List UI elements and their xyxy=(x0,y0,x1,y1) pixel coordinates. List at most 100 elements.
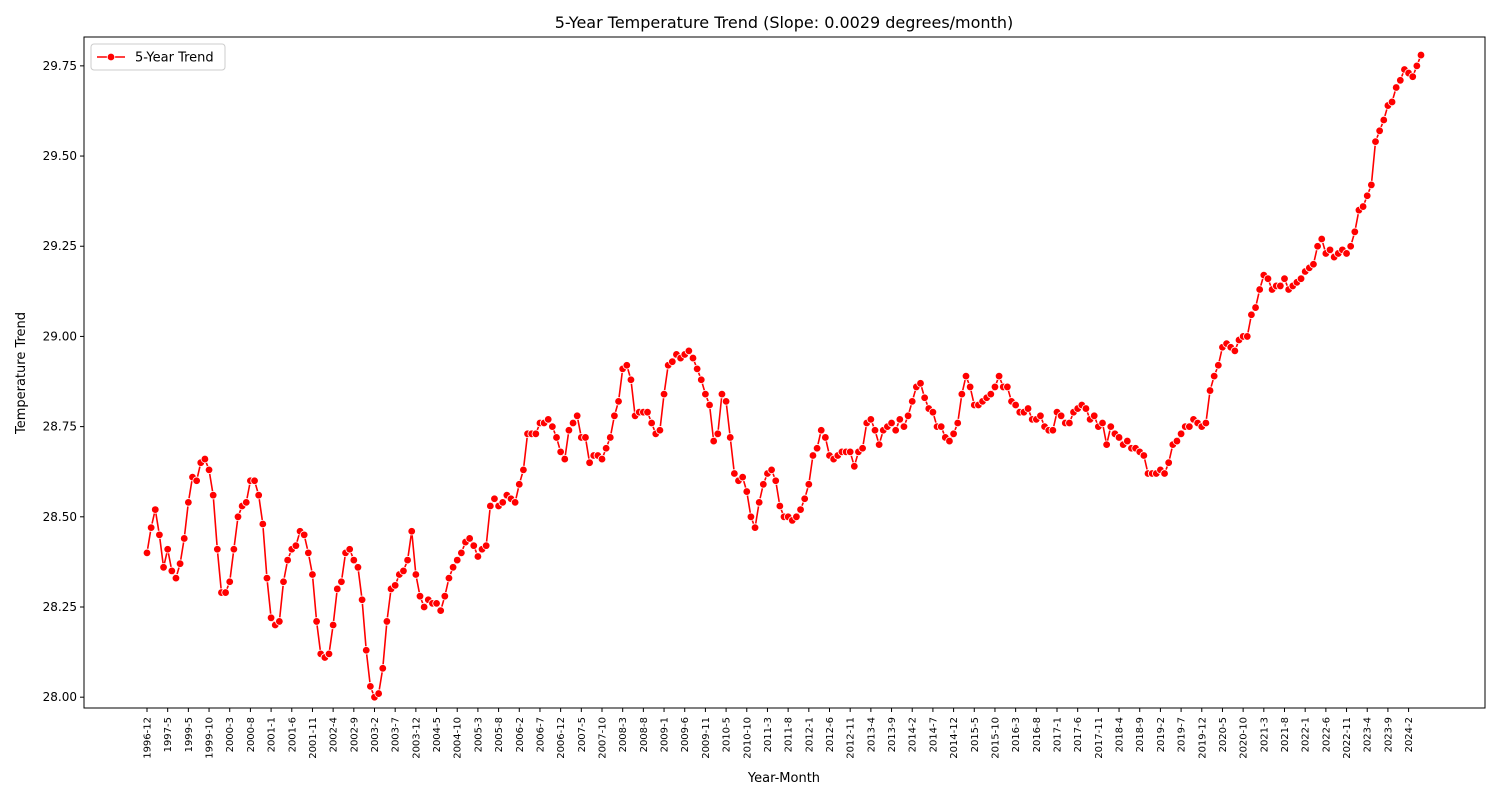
data-point xyxy=(142,548,152,558)
data-point xyxy=(1416,50,1426,60)
data-point xyxy=(771,476,780,485)
data-point xyxy=(1214,361,1223,370)
y-axis-label: Temperature Trend xyxy=(14,312,29,435)
data-point xyxy=(552,433,561,442)
x-tick-label: 2004-10 xyxy=(453,717,464,759)
x-tick-label: 2005-3 xyxy=(473,717,484,752)
data-point xyxy=(936,422,946,431)
x-tick-label: 2001-1 xyxy=(267,717,278,752)
data-point xyxy=(750,523,760,532)
data-point xyxy=(606,433,615,442)
data-point xyxy=(622,361,632,370)
data-point xyxy=(349,555,359,565)
data-point xyxy=(1309,260,1318,269)
data-point xyxy=(1090,411,1099,420)
data-point xyxy=(866,415,876,424)
data-point xyxy=(738,472,747,482)
data-point xyxy=(626,375,636,384)
x-tick-label: 2014-7 xyxy=(928,717,939,752)
data-point xyxy=(1056,411,1066,420)
data-point xyxy=(713,429,723,439)
data-point xyxy=(903,411,913,420)
data-point xyxy=(717,389,727,399)
data-point xyxy=(858,444,867,453)
data-point xyxy=(519,465,528,475)
data-point xyxy=(304,548,313,558)
data-point xyxy=(564,426,574,435)
x-tick-label: 1996-12 xyxy=(143,717,154,759)
data-point xyxy=(916,379,925,388)
data-point xyxy=(899,422,909,431)
data-point xyxy=(796,505,805,514)
data-point xyxy=(874,440,884,449)
data-point xyxy=(171,573,181,583)
data-point xyxy=(155,530,164,540)
data-point xyxy=(684,346,694,356)
data-point xyxy=(812,444,822,453)
data-point xyxy=(692,364,702,374)
data-point xyxy=(159,563,168,572)
data-point xyxy=(845,447,855,457)
data-point xyxy=(250,476,259,485)
data-point xyxy=(1048,426,1058,435)
data-point xyxy=(659,389,669,399)
data-point xyxy=(928,407,938,417)
data-point xyxy=(726,433,735,442)
data-point xyxy=(1296,274,1306,283)
data-point xyxy=(1098,418,1107,428)
data-point xyxy=(572,411,582,420)
data-point xyxy=(163,545,172,554)
data-point xyxy=(994,371,1004,381)
data-point xyxy=(1313,242,1322,251)
data-point xyxy=(498,498,507,507)
data-point xyxy=(407,527,416,536)
y-tick-label: 28.25 xyxy=(43,600,77,614)
data-point xyxy=(299,530,309,540)
data-point xyxy=(1379,115,1388,125)
x-tick-label: 2007-10 xyxy=(598,717,609,759)
data-point xyxy=(965,382,975,392)
data-point xyxy=(357,595,367,604)
data-point xyxy=(378,664,387,673)
x-tick-label: 2006-7 xyxy=(535,717,546,752)
data-point xyxy=(920,393,929,402)
data-point xyxy=(953,418,962,428)
data-point xyxy=(324,649,334,659)
data-point xyxy=(1023,404,1033,413)
legend: 5-Year Trend xyxy=(90,43,226,71)
data-point xyxy=(1317,234,1326,244)
data-point xyxy=(1375,126,1384,135)
x-tick-label: 2008-3 xyxy=(618,717,629,752)
data-point xyxy=(233,512,243,521)
data-point xyxy=(597,454,607,464)
data-point xyxy=(1106,422,1115,431)
data-point xyxy=(945,436,954,446)
data-point xyxy=(1346,242,1355,251)
data-point xyxy=(366,682,375,691)
data-point xyxy=(870,426,880,435)
x-tick-label: 2002-9 xyxy=(349,717,360,752)
data-point xyxy=(221,588,230,597)
data-point xyxy=(601,444,611,453)
x-tick-label: 2014-12 xyxy=(949,717,960,759)
data-point xyxy=(200,454,210,464)
data-point xyxy=(411,570,421,579)
x-tick-label: 2001-6 xyxy=(287,717,298,752)
data-point xyxy=(1391,83,1401,92)
x-tick-label: 2012-11 xyxy=(846,717,857,759)
x-tick-label: 2012-6 xyxy=(825,717,836,752)
data-point xyxy=(1280,274,1289,283)
x-tick-label: 2018-9 xyxy=(1135,717,1146,752)
data-point xyxy=(705,400,714,410)
y-tick-label: 29.50 xyxy=(43,149,77,163)
data-point xyxy=(742,487,751,496)
x-tick-label: 2010-5 xyxy=(722,717,733,752)
chart-title: 5-Year Temperature Trend (Slope: 0.0029 … xyxy=(555,13,1013,32)
data-point xyxy=(1003,382,1012,392)
x-tick-label: 2011-3 xyxy=(763,717,774,752)
data-point xyxy=(548,422,557,431)
data-point xyxy=(817,426,826,435)
data-point xyxy=(1263,274,1273,283)
x-tick-label: 2006-12 xyxy=(556,717,567,759)
